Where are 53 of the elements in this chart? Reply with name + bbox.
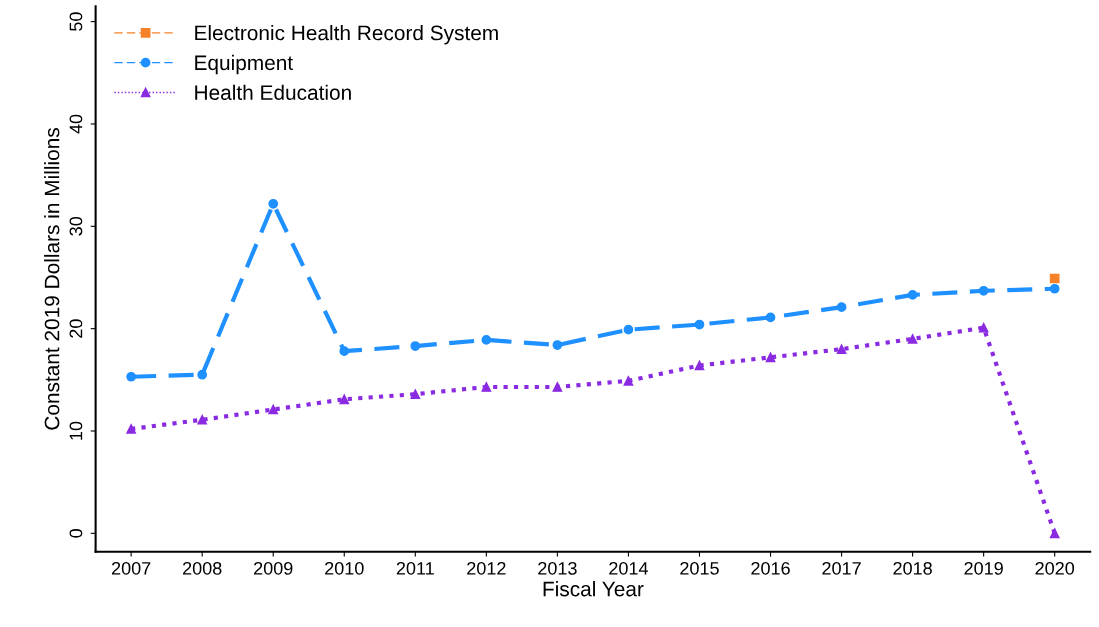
y-tick-label: 40: [69, 114, 83, 134]
point: [694, 319, 705, 330]
x-tick-label: 2018: [893, 561, 932, 575]
y-tick-label: 20: [69, 319, 83, 338]
point: [197, 369, 208, 380]
point: [126, 371, 136, 382]
point: [481, 335, 492, 345]
y-tick-label: 30: [69, 216, 83, 236]
legend-label: Electronic Health Record System: [195, 25, 498, 45]
y-tick-label: 0: [69, 529, 83, 538]
point: [1049, 283, 1060, 294]
x-tick-label: 2007: [111, 561, 151, 575]
legend-label: Health Education: [195, 84, 351, 100]
point: [481, 382, 492, 392]
point: [410, 341, 421, 351]
x-tick-label: 2009: [254, 561, 293, 575]
point: [339, 346, 350, 357]
point: [1049, 528, 1060, 539]
point: [978, 322, 989, 333]
x-axis-title: Fiscal Year: [543, 581, 644, 597]
x-tick-label: 2013: [538, 561, 577, 575]
point: [978, 285, 989, 296]
x-tick-label: 2016: [751, 561, 790, 575]
y-axis-title: Constant 2019 Dollars in Millions: [44, 128, 60, 430]
point: [552, 382, 563, 392]
point: [836, 344, 847, 354]
x-tick-label: 2014: [609, 561, 648, 575]
point: [623, 324, 634, 335]
point: [836, 302, 847, 313]
x-tick-label: 2012: [467, 561, 506, 575]
point: [623, 375, 634, 386]
point: [907, 290, 918, 300]
point: [552, 340, 563, 350]
point: [410, 389, 421, 400]
x-tick-label: 2020: [1035, 561, 1075, 575]
x-tick-label: 2019: [964, 561, 1003, 575]
point: [765, 352, 776, 363]
x-tick-label: 2011: [396, 561, 434, 575]
x-tick-label: 2010: [325, 561, 364, 575]
point: [765, 312, 776, 323]
point: [268, 404, 279, 415]
x-tick-label: 2015: [680, 561, 719, 575]
point: [694, 360, 705, 371]
point: [339, 394, 350, 405]
x-tick-label: 2017: [822, 561, 861, 575]
point: [268, 198, 279, 209]
legend-label: Equipment: [195, 54, 293, 75]
y-tick-label: 50: [69, 12, 83, 31]
x-tick-label: 2008: [183, 561, 222, 575]
point: [126, 424, 136, 434]
y-tick-label: 10: [69, 421, 83, 440]
point: [197, 414, 208, 425]
point: [907, 334, 918, 344]
